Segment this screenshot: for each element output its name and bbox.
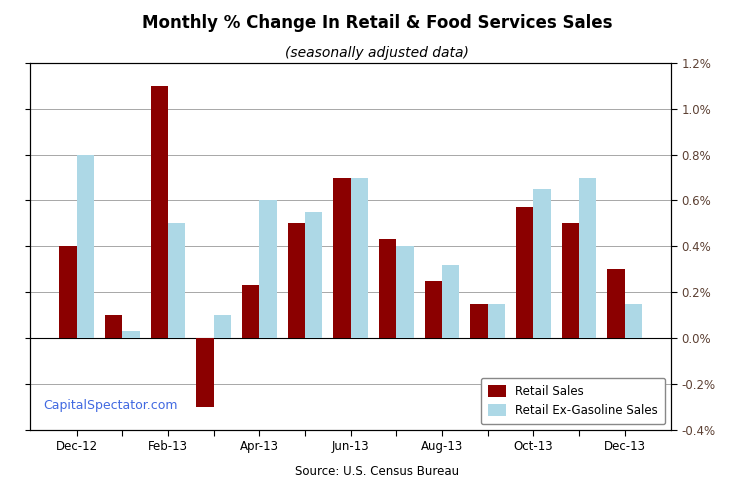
Bar [196, 338, 213, 407]
Bar [105, 315, 122, 338]
Bar [533, 189, 550, 338]
Bar [151, 86, 168, 338]
Bar [351, 178, 368, 338]
Bar [259, 200, 277, 338]
Bar [287, 223, 305, 338]
Bar [488, 304, 505, 338]
Bar [397, 246, 414, 338]
Bar [607, 270, 624, 338]
Bar [470, 304, 488, 338]
Bar [624, 304, 642, 338]
Bar [77, 155, 94, 338]
Text: Monthly % Change In Retail & Food Services Sales: Monthly % Change In Retail & Food Servic… [142, 14, 612, 32]
Bar [579, 178, 596, 338]
Bar [168, 223, 185, 338]
Bar [242, 285, 259, 338]
Bar [213, 315, 231, 338]
Bar [122, 331, 139, 338]
Text: (seasonally adjusted data): (seasonally adjusted data) [285, 46, 469, 60]
Bar [333, 178, 351, 338]
Text: CapitalSpectator.com: CapitalSpectator.com [43, 398, 177, 412]
Bar [425, 281, 442, 338]
Bar [516, 207, 533, 338]
Bar [60, 246, 77, 338]
Bar [305, 212, 322, 338]
Bar [442, 265, 459, 338]
Bar [379, 240, 397, 338]
Bar [562, 223, 579, 338]
Text: Source: U.S. Census Bureau: Source: U.S. Census Bureau [295, 465, 459, 478]
Legend: Retail Sales, Retail Ex-Gasoline Sales: Retail Sales, Retail Ex-Gasoline Sales [481, 378, 665, 424]
